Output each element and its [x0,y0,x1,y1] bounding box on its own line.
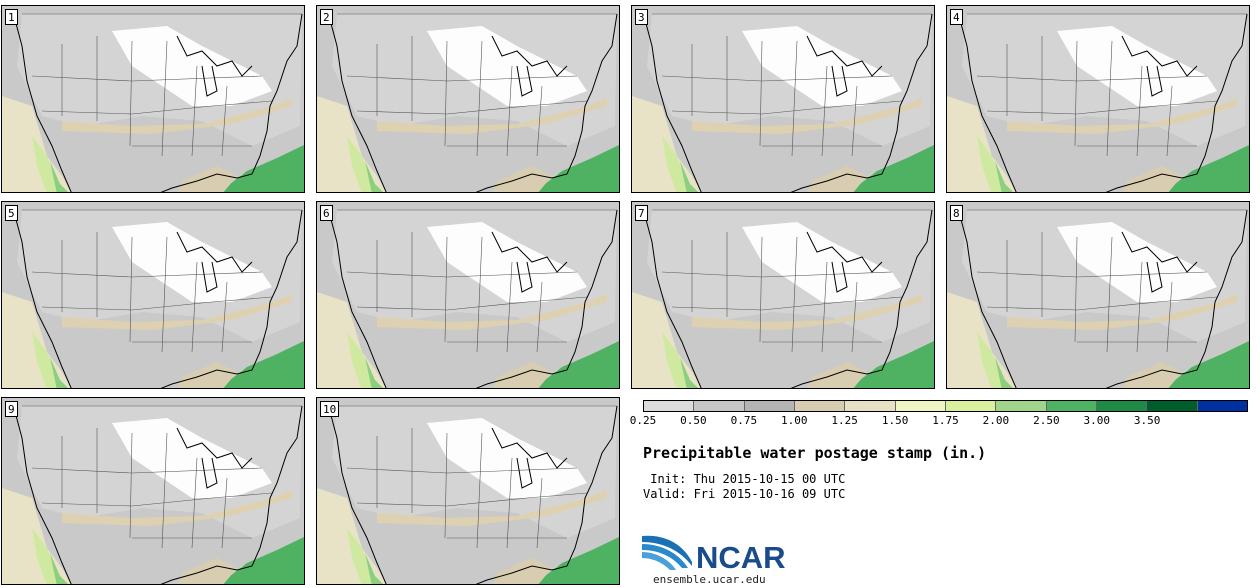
precipitable-water-map [947,6,1249,192]
precipitable-water-map [317,6,619,192]
panel-number: 7 [635,205,648,221]
colorbar-segment [694,401,745,411]
panel-number: 6 [320,205,333,221]
ncar-logo-text: NCAR [696,540,786,575]
member-panel-5: 5 [1,201,305,389]
colorbar-segment [1147,401,1198,411]
valid-time: Valid: Fri 2015-10-16 09 UTC [643,487,846,501]
panel-number: 10 [320,401,340,417]
chart-title: Precipitable water postage stamp (in.) [643,444,987,462]
member-panel-3: 3 [631,5,935,193]
member-panel-9: 9 [1,397,305,585]
colorbar-segment [794,401,846,411]
colorbar-tick-label: 0.75 [730,414,758,427]
colorbar-tick-label: 1.25 [831,414,858,427]
panel-number: 4 [950,9,963,25]
colorbar-tick-label: 2.50 [1033,414,1060,427]
member-panel-7: 7 [631,201,935,389]
colorbar-tick-label: 1.75 [932,414,959,427]
member-panel-2: 2 [316,5,620,193]
panel-number: 2 [320,9,333,25]
panel-number: 1 [5,9,18,25]
colorbar-segment [845,401,896,411]
precipitable-water-map [632,6,934,192]
panel-number: 9 [5,401,18,417]
colorbar-segment [945,401,997,411]
colorbar-segment [1046,401,1097,411]
member-panel-4: 4 [946,5,1250,193]
colorbar [643,400,1248,412]
precipitable-water-map [2,202,304,388]
colorbar-tick-labels: 0.25 0.50 0.75 1.00 1.25 1.50 1.75 2.00 2.50 3.00… [616,414,1260,428]
colorbar-tick-label: 3.50 [1133,414,1161,427]
member-panel-8: 8 [946,201,1250,389]
panel-number: 8 [950,205,963,221]
member-panel-6: 6 [316,201,620,389]
panel-number: 3 [635,9,648,25]
init-time: Init: Thu 2015-10-15 00 UTC [643,472,846,486]
panel-number: 5 [5,205,18,221]
colorbar-tick-label: 3.00 [1083,414,1111,427]
website-url: ensemble.ucar.edu [653,573,766,586]
precipitable-water-map [947,202,1249,388]
colorbar-segment [1197,401,1247,411]
precipitable-water-map [317,398,619,584]
colorbar-tick-label: 2.00 [982,414,1010,427]
colorbar-segment [996,401,1047,411]
colorbar-tick-label: 0.25 [629,414,657,427]
precipitable-water-map [317,202,619,388]
precipitable-water-map [2,398,304,584]
colorbar-tick-label: 1.50 [881,414,909,427]
colorbar-segment [1096,401,1148,411]
precipitable-water-map [632,202,934,388]
colorbar-tick-label: 0.50 [680,414,707,427]
ncar-logo-icon [642,535,692,570]
precipitable-water-map [2,6,304,192]
colorbar-segment [644,401,695,411]
colorbar-segment [744,401,795,411]
member-panel-1: 1 [1,5,305,193]
colorbar-segment [895,401,946,411]
member-panel-10: 10 [316,397,620,585]
colorbar-tick-label: 1.00 [781,414,808,427]
